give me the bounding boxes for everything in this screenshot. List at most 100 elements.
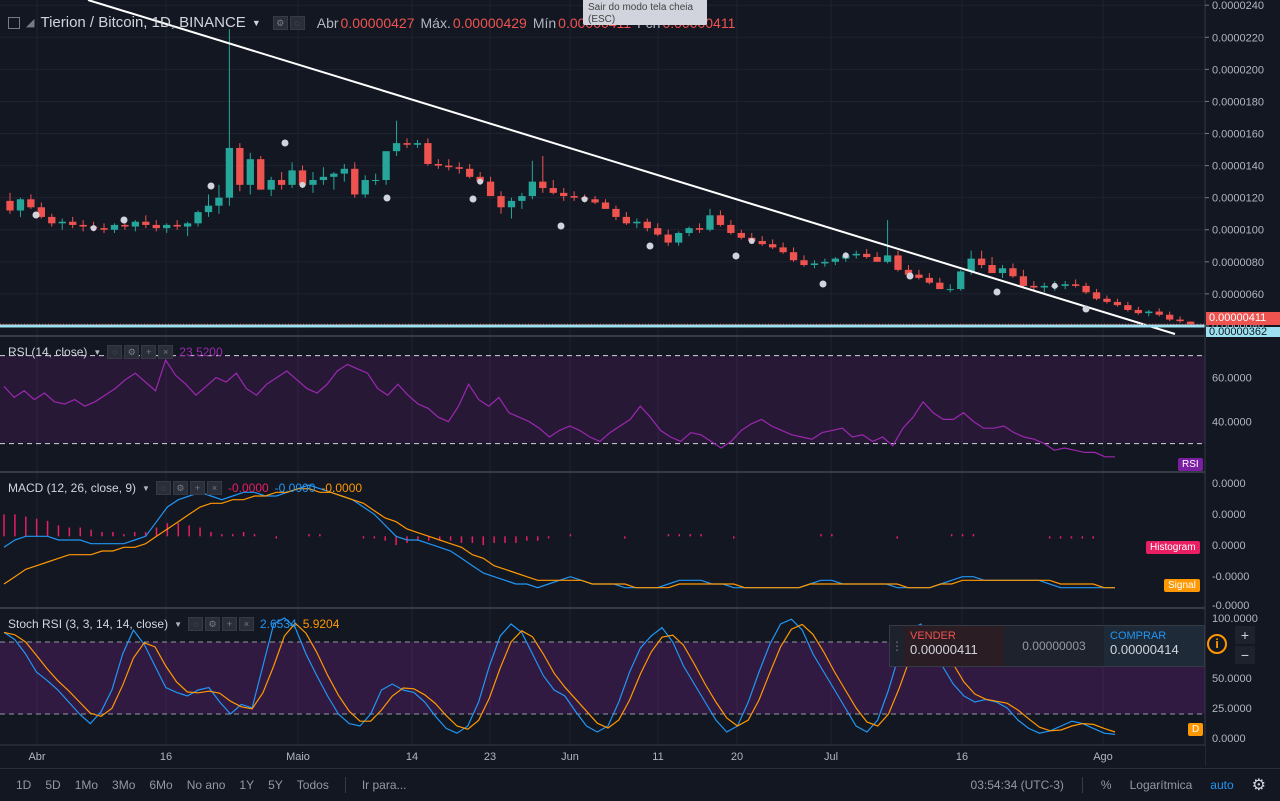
candle-body [612, 208, 620, 217]
date-axis[interactable]: Abr 16 Maio 14 23 Jun 11 20 Jul 16 Ago [0, 744, 1205, 767]
candle-body [977, 258, 986, 266]
date-tick-label: 20 [731, 751, 743, 763]
eye-icon[interactable]: ◌ [155, 481, 171, 495]
symbol-dropdown-icon[interactable]: ▼ [251, 17, 261, 28]
date-tick-label: Jul [824, 751, 838, 763]
hide-icon[interactable]: ◌ [289, 15, 305, 30]
trade-widget: ⋮ VENDER 0.00000411 0.00000003 COMPRAR 0… [889, 625, 1205, 667]
rsi-controls[interactable]: ◌ ⚙ + × [107, 345, 174, 359]
price-tick-label: 0.0000180 [1212, 96, 1264, 108]
candle-body [1103, 298, 1111, 302]
candle-body [528, 181, 537, 197]
sell-button[interactable]: VENDER 0.00000411 [904, 626, 1004, 666]
clock[interactable]: 03:54:34 (UTC-3) [970, 778, 1064, 792]
candle-body [936, 282, 944, 290]
candle-body [79, 224, 87, 227]
settings-icon[interactable]: ⚙ [124, 345, 140, 359]
stoch-tick-label: 0.0000 [1212, 733, 1246, 745]
date-tick-label: 16 [160, 751, 172, 763]
rsi-line [3, 358, 1115, 458]
close-icon[interactable]: × [239, 617, 254, 631]
collapse-icon[interactable] [8, 16, 20, 29]
stoch-dropdown-icon[interactable]: ▼ [174, 619, 182, 629]
histogram-badge: Histogram [1146, 541, 1200, 554]
symbol-title[interactable]: Tierion / Bitcoin, 1D, BINANCE [40, 14, 246, 31]
timeframe-ytd[interactable]: No ano [186, 778, 226, 792]
close-icon[interactable]: × [206, 481, 222, 495]
percent-scale-toggle[interactable]: % [1100, 778, 1112, 792]
add-icon[interactable]: + [189, 481, 205, 495]
stoch-tick-label: 25.0000 [1212, 703, 1252, 715]
eye-icon[interactable]: ◌ [188, 617, 203, 631]
candle-body [246, 159, 254, 185]
timeframe-1mo[interactable]: 1Mo [74, 778, 99, 792]
drag-handle-icon[interactable]: ⋮ [891, 639, 903, 653]
settings-icon[interactable]: ⚙ [172, 481, 188, 495]
toolbar-divider [344, 777, 346, 793]
marker-dot [993, 288, 1001, 296]
macd-title[interactable]: MACD (12, 26, close, 9) [8, 481, 137, 495]
timeframe-3mo[interactable]: 3Mo [112, 778, 136, 792]
marker-dot [646, 242, 654, 250]
settings-icon[interactable]: ⚙ [272, 15, 288, 30]
candle-body [100, 228, 108, 230]
candle-body [570, 196, 578, 198]
timeframe-5d[interactable]: 5D [45, 778, 61, 792]
rsi-tick-label: 60.0000 [1212, 373, 1252, 385]
candle-body [204, 205, 213, 213]
auto-scale-toggle[interactable]: auto [1210, 778, 1234, 792]
info-icon[interactable]: i [1207, 634, 1227, 654]
marker-dot [1082, 305, 1090, 313]
goto-date-button[interactable]: Ir para... [361, 778, 407, 792]
sell-price: 0.00000411 [910, 642, 978, 657]
eye-icon[interactable]: ◌ [107, 345, 123, 359]
macd-dropdown-icon[interactable]: ▼ [142, 483, 150, 493]
candle-body [706, 215, 714, 230]
candle-body [163, 224, 171, 229]
candle-body [236, 147, 244, 185]
log-scale-toggle[interactable]: Logarítmica [1129, 778, 1193, 792]
candle-body [424, 143, 432, 164]
zoom-out-button[interactable]: − [1235, 646, 1255, 664]
candle-body [142, 221, 150, 225]
zoom-in-button[interactable]: + [1235, 626, 1255, 644]
add-icon[interactable]: + [222, 617, 237, 631]
signal-line [3, 488, 1115, 589]
timeframe-1y[interactable]: 1Y [239, 778, 255, 792]
price-tick-label: 0.0000120 [1212, 193, 1264, 205]
date-tick-label: Jun [561, 751, 579, 763]
macd-controls[interactable]: ◌ ⚙ + × [155, 481, 222, 495]
candle-body [1019, 276, 1028, 286]
buy-button[interactable]: COMPRAR 0.00000414 [1104, 626, 1204, 666]
timeframe-5y[interactable]: 5Y [268, 778, 283, 792]
candle-body [654, 228, 662, 235]
open-value: 0.00000427 [340, 14, 415, 31]
timeframe-all[interactable]: Todos [296, 778, 329, 792]
legend-controls[interactable]: ⚙ ◌ [272, 15, 305, 30]
settings-gear-icon[interactable]: ⚙ [1251, 777, 1266, 794]
candle-body [225, 147, 234, 198]
rsi-title[interactable]: RSI (14, close) [8, 345, 88, 359]
timeframe-1d[interactable]: 1D [16, 778, 32, 792]
settings-icon[interactable]: ⚙ [205, 617, 220, 631]
marker-dot [120, 216, 128, 224]
timeframe-6mo[interactable]: 6Mo [149, 778, 173, 792]
candle-body [957, 271, 965, 290]
marker-dot [383, 194, 391, 202]
candle-body [894, 255, 902, 270]
add-icon[interactable]: + [141, 345, 157, 359]
candle-body [1166, 314, 1174, 320]
candle-body [445, 165, 453, 168]
candle-body [298, 170, 307, 185]
candle-body [1040, 285, 1048, 288]
candle-body [27, 199, 35, 208]
stoch-tick-label: 100.0000 [1212, 613, 1258, 625]
date-tick-label: Maio [286, 751, 310, 763]
close-icon[interactable]: × [158, 345, 174, 359]
candle-body [372, 180, 380, 182]
stoch-title[interactable]: Stoch RSI (3, 3, 14, 14, close) [8, 617, 169, 631]
rsi-value: 23.5200 [179, 345, 223, 359]
stoch-controls[interactable]: ◌ ⚙ + × [188, 617, 254, 631]
rsi-dropdown-icon[interactable]: ▼ [93, 347, 102, 357]
